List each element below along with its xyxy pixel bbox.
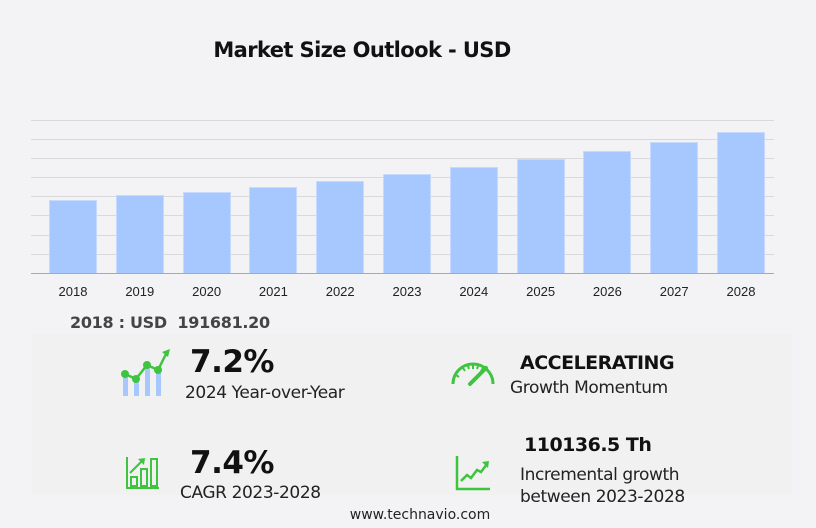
- x-tick-label: 2025: [526, 284, 556, 299]
- x-tick-label: 2021: [258, 284, 288, 299]
- gridline: [31, 158, 774, 159]
- growth-chart-icon: [121, 349, 170, 396]
- momentum-label: Growth Momentum: [510, 378, 668, 398]
- bar-2028: [717, 132, 765, 273]
- yoy-label: 2024 Year-over-Year: [185, 383, 345, 403]
- x-tick-label: 2022: [325, 284, 355, 299]
- bar-2019: [115, 195, 164, 273]
- bar-2024: [449, 167, 498, 273]
- momentum-value: ACCELERATING: [520, 352, 675, 374]
- bar-chart: 2018 2019 2020 2021 2022 2023 2024 2025 2026 2027…: [31, 120, 774, 299]
- x-tick-label: 2018: [58, 284, 88, 299]
- x-tick-label: 2019: [125, 284, 155, 299]
- bar-2026: [583, 151, 632, 273]
- incremental-label-line2: between 2023-2028: [520, 487, 685, 507]
- chart-title: Market Size Outlook - USD: [213, 38, 511, 62]
- yoy-value: 7.2%: [190, 344, 274, 380]
- cagr-value: 7.4%: [190, 445, 274, 481]
- x-tick-label: 2028: [726, 284, 756, 299]
- line-trend-icon: [455, 456, 490, 491]
- bar-2027: [650, 142, 699, 273]
- bar-2023: [383, 174, 431, 273]
- x-tick-label: 2020: [192, 284, 222, 299]
- bar-2018: [49, 200, 97, 273]
- x-tick-label: 2023: [392, 284, 422, 299]
- bar-2021: [249, 187, 298, 273]
- bar-chart-arrow-icon: [126, 457, 159, 489]
- bar-2020: [182, 192, 231, 273]
- incremental-value: 110136.5 Th: [524, 434, 652, 456]
- gridline: [31, 139, 774, 140]
- bar-2022: [316, 181, 365, 273]
- x-tick-label: 2024: [459, 284, 489, 299]
- x-tick-label: 2027: [659, 284, 689, 299]
- x-tick-label: 2026: [592, 284, 622, 299]
- speedometer-icon: [451, 362, 495, 386]
- gridline: [31, 120, 774, 121]
- cagr-label: CAGR 2023-2028: [180, 483, 321, 503]
- base-year-value: 2018 : USD 191681.20: [70, 313, 270, 332]
- stats-panel: [32, 333, 792, 495]
- x-axis: [31, 273, 774, 274]
- source-url: www.technavio.com: [349, 507, 491, 523]
- incremental-label-line1: Incremental growth: [520, 465, 680, 485]
- bar-2025: [516, 159, 565, 273]
